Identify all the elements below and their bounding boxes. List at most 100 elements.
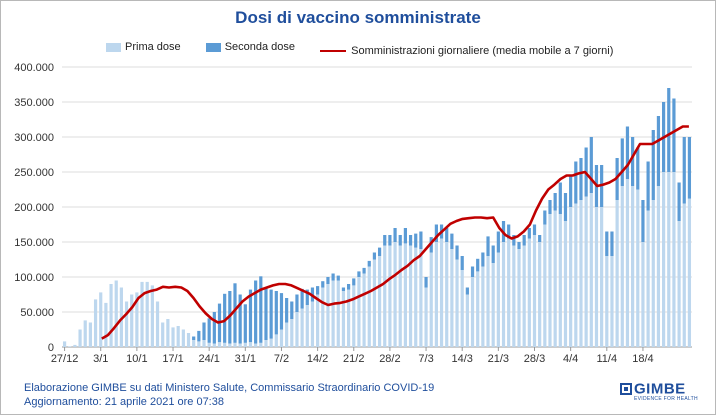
bar-seconda-dose	[336, 275, 340, 281]
x-tick-label: 28/3	[524, 353, 545, 365]
bar-seconda-dose	[641, 200, 645, 242]
bar-prima-dose	[197, 341, 201, 347]
bar-prima-dose	[321, 287, 325, 347]
bar-prima-dose	[672, 172, 676, 347]
bar-prima-dose	[501, 242, 506, 347]
bar-seconda-dose	[346, 284, 351, 290]
bar-prima-dose	[254, 343, 258, 347]
bar-prima-dose	[625, 179, 630, 347]
bar-seconda-dose	[631, 137, 635, 186]
bar-seconda-dose	[563, 193, 568, 221]
bar-seconda-dose	[507, 224, 511, 239]
bar-prima-dose	[584, 196, 588, 347]
legend-swatch-media-mobile	[320, 49, 347, 52]
x-tick-label: 3/1	[93, 353, 108, 365]
bar-prima-dose	[78, 329, 82, 347]
bar-seconda-dose	[377, 247, 382, 256]
bar-prima-dose	[470, 277, 475, 347]
bar-prima-dose	[331, 280, 335, 347]
footer-source: Elaborazione GIMBE su dati Ministero Sal…	[24, 382, 435, 394]
x-tick-label: 17/1	[162, 353, 183, 365]
footer: Elaborazione GIMBE su dati Ministero Sal…	[24, 381, 434, 409]
bar-seconda-dose	[636, 147, 640, 190]
bar-prima-dose	[176, 326, 180, 347]
bar-seconda-dose	[548, 200, 552, 214]
bar-prima-dose	[682, 203, 686, 347]
bar-prima-dose	[145, 281, 149, 347]
bar-prima-dose	[403, 243, 408, 347]
bar-seconda-dose	[269, 289, 273, 339]
x-tick-label: 24/1	[198, 353, 219, 365]
bar-prima-dose	[207, 342, 211, 347]
bar-seconda-dose	[248, 289, 253, 343]
y-tick-label: 400.000	[14, 62, 54, 74]
bar-prima-dose	[563, 221, 568, 347]
bar-seconda-dose	[398, 235, 402, 246]
bar-prima-dose	[574, 203, 578, 347]
bar-prima-dose	[548, 214, 552, 347]
bar-prima-dose	[367, 266, 371, 347]
bar-prima-dose	[336, 280, 340, 347]
logo-tagline: EVIDENCE FOR HEALTH	[634, 396, 698, 402]
legend-swatch-prima-dose	[106, 42, 121, 52]
bar-prima-dose	[135, 292, 139, 347]
bar-seconda-dose	[279, 293, 284, 330]
bar-seconda-dose	[305, 289, 309, 305]
bar-prima-dose	[569, 207, 573, 347]
bar-prima-dose	[341, 291, 346, 347]
bar-prima-dose	[300, 308, 304, 347]
bar-prima-dose	[512, 245, 516, 347]
bar-seconda-dose	[481, 252, 485, 267]
bar-prima-dose	[517, 249, 521, 347]
bar-seconda-dose	[285, 298, 289, 323]
bar-prima-dose	[212, 343, 216, 347]
bar-prima-dose	[124, 301, 129, 347]
bar-prima-dose	[326, 284, 330, 347]
bar-prima-dose	[527, 238, 531, 347]
bar-seconda-dose	[610, 231, 614, 256]
bar-seconda-dose	[434, 224, 438, 242]
bar-seconda-dose	[465, 287, 469, 295]
legend-label-media-mobile: Somministrazioni giornaliere (media mobi…	[351, 44, 614, 57]
bar-seconda-dose	[274, 291, 278, 335]
legend-item-prima-dose: Prima dose	[106, 41, 181, 53]
legend: Prima dose Seconda dose Somministrazioni…	[106, 41, 635, 57]
bar-prima-dose	[217, 342, 222, 347]
bar-seconda-dose	[491, 245, 495, 263]
x-tick-label: 11/4	[596, 353, 617, 365]
bar-seconda-dose	[450, 233, 454, 249]
legend-label-seconda-dose: Seconda dose	[224, 41, 296, 53]
bar-seconda-dose	[667, 88, 671, 172]
legend-label-prima-dose: Prima dose	[125, 41, 181, 53]
bar-prima-dose	[233, 342, 237, 347]
bar-prima-dose	[646, 210, 650, 347]
bar-prima-dose	[83, 320, 87, 347]
bar-prima-dose	[192, 340, 196, 347]
chart-plot: 0 50.000 100.000 150.000 200.000 250.000 300.0…	[14, 62, 692, 365]
bar-seconda-dose	[243, 304, 247, 343]
bar-prima-dose	[372, 259, 377, 347]
bar-prima-dose	[383, 245, 387, 347]
bar-prima-dose	[538, 242, 542, 347]
bar-prima-dose	[424, 287, 428, 347]
bar-prima-dose	[465, 294, 469, 347]
bar-seconda-dose	[388, 235, 392, 246]
x-tick-label: 10/1	[126, 353, 147, 365]
y-tick-label: 150.000	[14, 237, 54, 249]
bar-prima-dose	[579, 200, 583, 347]
bar-seconda-dose	[290, 301, 294, 319]
bar-seconda-dose	[656, 116, 661, 186]
bar-prima-dose	[594, 207, 599, 347]
bar-prima-dose	[346, 289, 351, 347]
bar-seconda-dose	[197, 330, 201, 342]
bar-prima-dose	[687, 198, 692, 347]
bar-seconda-dose	[538, 235, 542, 242]
x-tick-label: 18/4	[632, 353, 653, 365]
bar-seconda-dose	[259, 276, 263, 343]
bar-seconda-dose	[254, 280, 258, 344]
bar-prima-dose	[68, 346, 72, 347]
bar-seconda-dose	[527, 228, 531, 239]
bar-prima-dose	[285, 322, 289, 347]
bar-seconda-dose	[238, 294, 242, 344]
bar-prima-dose	[295, 312, 299, 347]
